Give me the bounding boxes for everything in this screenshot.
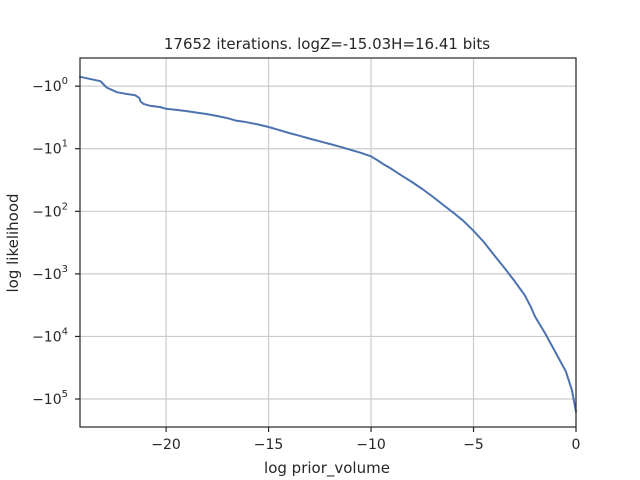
y-tick-label: −105 bbox=[32, 389, 68, 408]
y-axis-ticks: −100 −101 −102 −103 −104 −105 bbox=[32, 76, 80, 408]
y-tick-label: −101 bbox=[32, 139, 68, 158]
y-axis-label: log likelihood bbox=[4, 193, 22, 292]
x-axis-label: log prior_volume bbox=[264, 459, 390, 478]
y-tick-label: −102 bbox=[32, 201, 68, 220]
grid-lines bbox=[80, 58, 577, 427]
x-tick-label: −5 bbox=[463, 437, 484, 453]
x-axis-ticks: −20 −15 −10 −5 0 bbox=[151, 427, 580, 453]
series-line bbox=[79, 75, 577, 413]
x-tick-label: 0 bbox=[572, 437, 581, 453]
x-tick-label: −10 bbox=[356, 437, 386, 453]
y-tick-label: −103 bbox=[32, 264, 68, 283]
chart-title: 17652 iterations. logZ=-15.03H=16.41 bit… bbox=[164, 35, 490, 53]
x-tick-label: −15 bbox=[254, 437, 284, 453]
y-tick-label: −100 bbox=[32, 76, 68, 95]
series-layer bbox=[79, 75, 577, 413]
y-tick-label: −104 bbox=[32, 326, 68, 345]
x-tick-label: −20 bbox=[151, 437, 181, 453]
plot-frame bbox=[79, 57, 577, 428]
